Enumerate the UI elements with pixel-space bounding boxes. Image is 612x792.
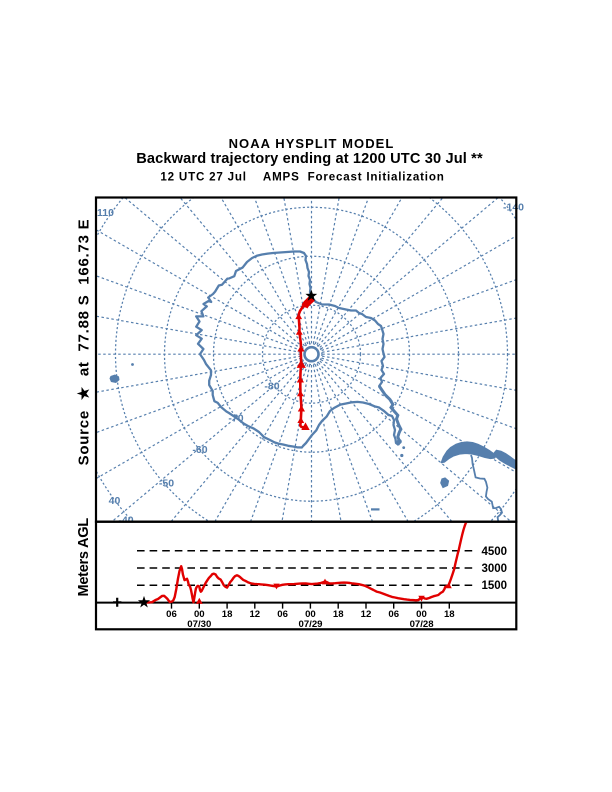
svg-text:-40: -40 [118,515,133,527]
svg-text:12 UTC 27 Jul AMPS Forecas: 12 UTC 27 Jul AMPS Forecast Initializati… [160,170,444,183]
svg-text:18: 18 [333,609,344,620]
svg-text:06: 06 [277,609,288,620]
svg-text:Source ★ at 77.88 S 166.73: Source ★ at 77.88 S 166.73 E [76,219,93,466]
svg-text:1500: 1500 [482,580,508,592]
svg-text:07/29: 07/29 [298,619,322,630]
svg-text:Backward trajectory ending at: Backward trajectory ending at 1200 UTC 3… [136,151,483,167]
svg-text:-140: -140 [503,202,524,214]
svg-text:06: 06 [166,609,177,620]
svg-text:110: 110 [97,207,114,219]
svg-text:00: 00 [305,609,316,620]
svg-text:Meters AGL: Meters AGL [76,518,92,597]
svg-text:06: 06 [388,609,399,620]
svg-text:12: 12 [361,609,372,620]
svg-text:-80: -80 [264,381,279,393]
svg-text:4500: 4500 [482,546,508,558]
svg-text:-60: -60 [192,444,207,456]
svg-text:12: 12 [249,609,260,620]
svg-text:18: 18 [222,609,233,620]
svg-text:18: 18 [444,609,455,620]
svg-text:00: 00 [416,609,427,620]
svg-text:-50: -50 [159,478,174,490]
svg-text:00: 00 [194,609,205,620]
svg-text:40: 40 [109,495,121,507]
svg-text:07/30: 07/30 [187,619,211,630]
svg-text:3000: 3000 [482,563,508,575]
svg-text:NOAA HYSPLIT MODEL: NOAA HYSPLIT MODEL [229,136,395,151]
svg-text:-70: -70 [228,413,243,425]
svg-text:07/28: 07/28 [410,619,435,630]
